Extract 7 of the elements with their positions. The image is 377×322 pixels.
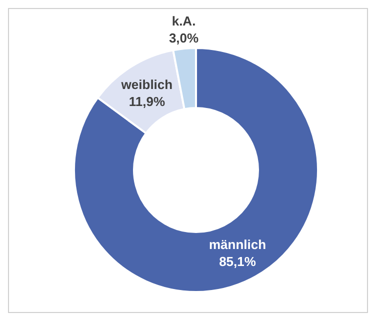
slice-label: männlich: [208, 237, 266, 252]
data-label: 11,9%: [128, 94, 166, 110]
data-label: 3,0%: [168, 30, 200, 46]
donut-slice: [73, 47, 319, 293]
slice-label: weiblich: [120, 77, 173, 92]
slice-label: k.A.: [172, 14, 196, 29]
data-label: 85,1%: [219, 254, 256, 270]
